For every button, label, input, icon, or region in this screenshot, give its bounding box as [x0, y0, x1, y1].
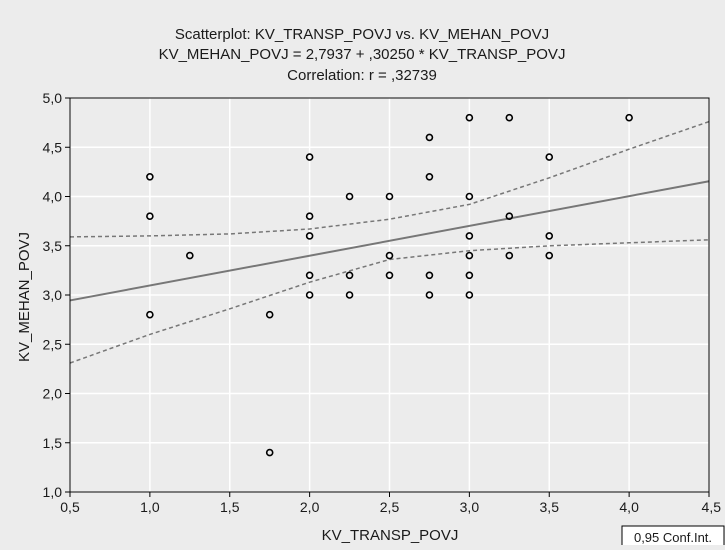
- x-tick-label-0: 0,5: [60, 499, 80, 515]
- y-tick-label-3: 2,5: [43, 336, 63, 352]
- data-point-7: [305, 212, 314, 220]
- x-tick-label-5: 3,0: [460, 499, 480, 515]
- legend-box: 0,95 Conf.Int.: [621, 525, 725, 549]
- x-axis-label: KV_TRANSP_POVJ: [322, 527, 459, 544]
- data-point-10: [305, 291, 314, 299]
- data-point-8: [305, 232, 314, 240]
- data-point-layer: [146, 113, 633, 457]
- data-point-11: [345, 192, 354, 201]
- data-point-15: [385, 251, 394, 260]
- data-point-16: [385, 271, 394, 280]
- data-point-23: [465, 232, 474, 240]
- data-point-31: [545, 232, 554, 240]
- data-point-27: [505, 113, 514, 122]
- data-point-24: [465, 251, 474, 260]
- data-point-19: [425, 271, 434, 280]
- x-tick-label-7: 4,0: [619, 499, 639, 515]
- data-point-22: [465, 192, 474, 201]
- y-tick-label-5: 3,5: [43, 238, 63, 254]
- data-point-13: [345, 291, 354, 299]
- data-point-18: [425, 173, 434, 181]
- x-tick-label-3: 2,0: [300, 499, 320, 515]
- y-axis-label: KV_MEHAN_POVJ: [16, 232, 33, 362]
- data-point-3: [186, 251, 194, 260]
- x-tick-label-4: 2,5: [380, 499, 400, 515]
- y-tick-label-2: 2,0: [43, 386, 63, 402]
- data-point-20: [425, 291, 434, 299]
- data-point-6: [305, 153, 314, 161]
- data-point-17: [425, 133, 434, 142]
- regression-layer: [69, 180, 710, 302]
- y-tick-label-6: 4,0: [43, 189, 63, 205]
- y-tick-label-0: 1,0: [43, 484, 63, 500]
- data-point-9: [305, 271, 314, 280]
- chart-title-line-3: Correlation: r = ,32739: [287, 67, 437, 84]
- data-point-32: [545, 251, 554, 260]
- y-tick-label-1: 1,5: [43, 435, 63, 451]
- data-point-25: [465, 271, 474, 280]
- y-tick-label-7: 4,5: [43, 139, 63, 155]
- data-point-33: [625, 113, 633, 122]
- legend-label: 0,95 Conf.Int.: [634, 530, 712, 545]
- chart-title-line-2: KV_MEHAN_POVJ = 2,7937 + ,30250 * KV_TRA…: [159, 46, 566, 63]
- y-tick-label-layer: 1,0 1,5 2,0 2,5 3,0 3,5 4,0 4,5 5,0: [43, 90, 63, 500]
- axis-layer: [65, 97, 710, 497]
- data-point-12: [345, 271, 354, 280]
- data-point-29: [505, 251, 514, 260]
- regression-line: [69, 180, 710, 302]
- data-point-0: [146, 173, 154, 181]
- data-point-28: [505, 212, 514, 220]
- data-point-2: [146, 310, 154, 319]
- data-point-21: [465, 113, 474, 122]
- y-tick-label-8: 5,0: [43, 90, 63, 106]
- confidence-band-lower: [69, 239, 710, 364]
- chart-title-line-1: Scatterplot: KV_TRANSP_POVJ vs. KV_MEHAN…: [175, 26, 549, 43]
- x-tick-label-layer: 0,5 1,0 1,5 2,0 2,5 3,0 3,5 4,0 4,5: [60, 499, 721, 515]
- data-point-14: [385, 192, 394, 201]
- x-tick-label-2: 1,5: [220, 499, 240, 515]
- x-tick-label-1: 1,0: [140, 499, 160, 515]
- data-point-30: [545, 153, 554, 161]
- y-tick-label-4: 3,0: [43, 287, 63, 303]
- data-point-1: [146, 212, 154, 220]
- data-point-26: [465, 291, 474, 299]
- confidence-band-layer: [69, 120, 710, 364]
- data-point-5: [265, 448, 274, 457]
- x-tick-label-8: 4,5: [702, 499, 722, 515]
- x-tick-label-6: 3,5: [540, 499, 560, 515]
- data-point-4: [265, 310, 274, 319]
- confidence-band-upper: [69, 120, 710, 238]
